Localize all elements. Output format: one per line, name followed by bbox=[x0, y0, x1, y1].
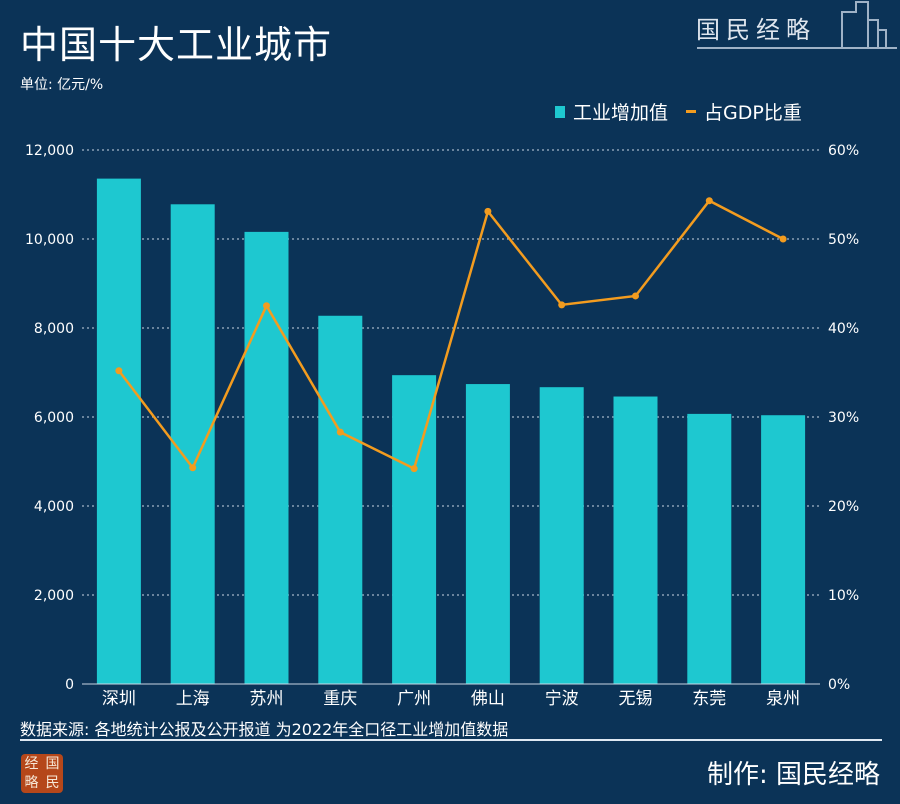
bar bbox=[539, 387, 584, 684]
right-tick-label: 60% bbox=[828, 143, 859, 159]
line-point bbox=[632, 292, 639, 300]
stamp-char: 国 bbox=[45, 756, 60, 772]
left-tick-label: 10,000 bbox=[25, 232, 74, 248]
left-tick-label: 4,000 bbox=[34, 499, 74, 515]
stamp-char: 略 bbox=[24, 775, 39, 791]
x-tick-label: 广州 bbox=[397, 689, 431, 709]
left-tick-label: 0 bbox=[65, 677, 74, 693]
footer-divider bbox=[20, 739, 882, 741]
stamp-char: 经 bbox=[24, 756, 39, 772]
x-tick-label: 深圳 bbox=[102, 689, 136, 709]
x-tick-label: 宁波 bbox=[545, 689, 579, 709]
right-tick-label: 0% bbox=[828, 677, 850, 693]
bar bbox=[761, 415, 806, 684]
line-point bbox=[705, 197, 713, 205]
right-tick-label: 50% bbox=[828, 232, 859, 248]
bar bbox=[687, 413, 732, 684]
bar bbox=[465, 384, 510, 684]
legend: 工业增加值 占GDP比重 bbox=[555, 98, 802, 125]
bar bbox=[318, 315, 363, 684]
line-point bbox=[410, 465, 418, 473]
line-point bbox=[484, 207, 492, 215]
brand-logo: 国民经略 bbox=[696, 16, 816, 44]
line-point bbox=[779, 235, 787, 243]
legend-bar-label: 工业增加值 bbox=[573, 102, 669, 124]
bar bbox=[96, 178, 141, 684]
chart-title: 中国十大工业城市 bbox=[20, 23, 333, 67]
logo-underline bbox=[697, 47, 897, 49]
legend-line-label: 占GDP比重 bbox=[704, 102, 802, 124]
source-note: 数据来源: 各地统计公报及公开报道 为2022年全口径工业增加值数据 bbox=[20, 720, 509, 739]
line-point bbox=[189, 464, 197, 472]
line-point bbox=[336, 428, 344, 436]
x-tick-label: 无锡 bbox=[619, 689, 653, 709]
line-point bbox=[115, 367, 123, 375]
bar bbox=[170, 204, 215, 685]
building-logo-icon bbox=[841, 1, 887, 47]
left-tick-label: 2,000 bbox=[34, 588, 74, 604]
line-point bbox=[263, 302, 270, 310]
x-tick-label: 上海 bbox=[176, 689, 210, 709]
x-tick-label: 佛山 bbox=[471, 689, 505, 709]
x-tick-label: 苏州 bbox=[250, 689, 284, 709]
right-tick-label: 20% bbox=[828, 499, 859, 515]
x-tick-label: 泉州 bbox=[766, 689, 800, 709]
right-tick-label: 10% bbox=[828, 588, 859, 604]
right-tick-label: 40% bbox=[828, 321, 859, 337]
left-tick-label: 12,000 bbox=[25, 143, 74, 159]
bar bbox=[244, 231, 289, 684]
x-tick-label: 东莞 bbox=[692, 689, 726, 709]
bar bbox=[392, 375, 437, 684]
line-point bbox=[558, 301, 566, 309]
brand-stamp: 经 国 略 民 bbox=[21, 754, 63, 793]
left-tick-label: 8,000 bbox=[34, 321, 74, 337]
stamp-char: 民 bbox=[45, 775, 60, 791]
unit-label: 单位: 亿元/% bbox=[20, 77, 104, 93]
chart-plot: 0 0% 2,000 10% 4,000 20% 6,000 30% 8,000 40% 10,00… bbox=[25, 143, 859, 709]
left-tick-label: 6,000 bbox=[34, 410, 74, 426]
bar bbox=[613, 396, 658, 684]
right-tick-label: 30% bbox=[828, 410, 859, 426]
line-series bbox=[117, 199, 784, 471]
x-tick-label: 重庆 bbox=[323, 689, 357, 709]
legend-bar-swatch bbox=[555, 105, 565, 118]
maker-credit: 制作: 国民经略 bbox=[706, 760, 880, 790]
legend-line-swatch bbox=[686, 110, 697, 113]
